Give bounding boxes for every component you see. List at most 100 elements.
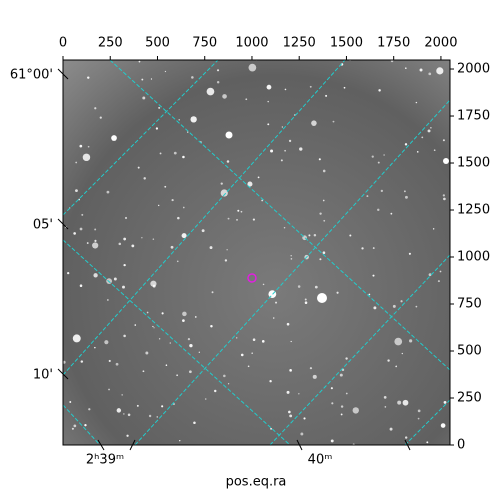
star [416, 151, 419, 153]
star [336, 291, 339, 294]
ra-tick [129, 439, 136, 451]
star [189, 343, 193, 348]
star [349, 234, 352, 237]
star [123, 263, 126, 267]
star [345, 357, 348, 360]
star [216, 69, 220, 72]
ra-tick [296, 439, 303, 451]
star [93, 273, 98, 278]
star [150, 78, 153, 80]
star [177, 216, 180, 220]
star [164, 70, 167, 73]
star [131, 244, 135, 248]
star [187, 131, 189, 133]
star [252, 218, 255, 221]
star [319, 212, 322, 215]
star [440, 423, 446, 428]
star [325, 94, 328, 97]
star [84, 424, 87, 427]
star [352, 407, 359, 414]
star [181, 233, 187, 239]
star [419, 68, 423, 72]
star [69, 401, 72, 403]
star [252, 338, 256, 341]
star [343, 86, 346, 89]
star [436, 67, 444, 75]
star [267, 100, 269, 103]
star [143, 177, 146, 180]
star [272, 317, 275, 319]
y-tick-label: 750 [457, 297, 482, 312]
target-marker [247, 273, 257, 283]
star [339, 373, 343, 377]
star [317, 293, 327, 303]
star [198, 351, 200, 353]
star [303, 417, 306, 420]
star [235, 337, 238, 339]
wcs-grid-line [109, 60, 450, 371]
star [161, 405, 164, 408]
star [99, 116, 102, 119]
star [63, 360, 66, 364]
star [214, 389, 217, 393]
star [150, 280, 157, 287]
star [404, 190, 406, 193]
star [430, 126, 432, 129]
star [152, 325, 154, 328]
x-axis-label: pos.eq.ra [226, 475, 287, 490]
y-tick-label: 1000 [457, 250, 490, 265]
star [439, 270, 442, 273]
star [290, 255, 292, 257]
x-tick-label: 1750 [377, 36, 410, 51]
star [245, 98, 248, 101]
star [161, 312, 164, 315]
star [73, 424, 77, 428]
plot-frame [62, 59, 451, 446]
star [94, 239, 97, 242]
star [421, 136, 424, 139]
star [169, 342, 172, 344]
star [204, 398, 207, 400]
star [405, 195, 408, 199]
star [158, 338, 161, 340]
star [390, 212, 393, 215]
star [290, 258, 293, 260]
star [94, 228, 97, 231]
star [104, 340, 109, 345]
coordinate-grid [63, 60, 450, 445]
star [442, 194, 445, 197]
star [390, 60, 394, 63]
star [322, 169, 326, 173]
star [176, 374, 179, 377]
star [115, 362, 119, 366]
star [312, 374, 317, 379]
star [443, 400, 447, 404]
star [409, 339, 413, 343]
star [86, 242, 89, 244]
star [415, 101, 418, 104]
star [87, 76, 90, 79]
star [378, 89, 381, 92]
y-tick-label: 1500 [457, 156, 490, 171]
star [314, 285, 318, 289]
star [220, 189, 228, 197]
star [286, 322, 290, 326]
y-tick-label: 250 [457, 391, 482, 406]
x-tick-label: 1250 [283, 36, 316, 51]
star [182, 311, 187, 317]
star [290, 340, 292, 343]
star [122, 285, 125, 289]
star [283, 226, 286, 229]
star [223, 374, 226, 378]
star [178, 119, 180, 121]
star [108, 359, 111, 363]
ra-tick [404, 439, 411, 451]
star [368, 293, 371, 296]
star [79, 227, 83, 231]
x-tick-label: 1000 [235, 36, 268, 51]
star [225, 131, 233, 139]
star [188, 370, 192, 374]
star [94, 107, 97, 110]
star [308, 234, 311, 237]
star [288, 410, 291, 414]
